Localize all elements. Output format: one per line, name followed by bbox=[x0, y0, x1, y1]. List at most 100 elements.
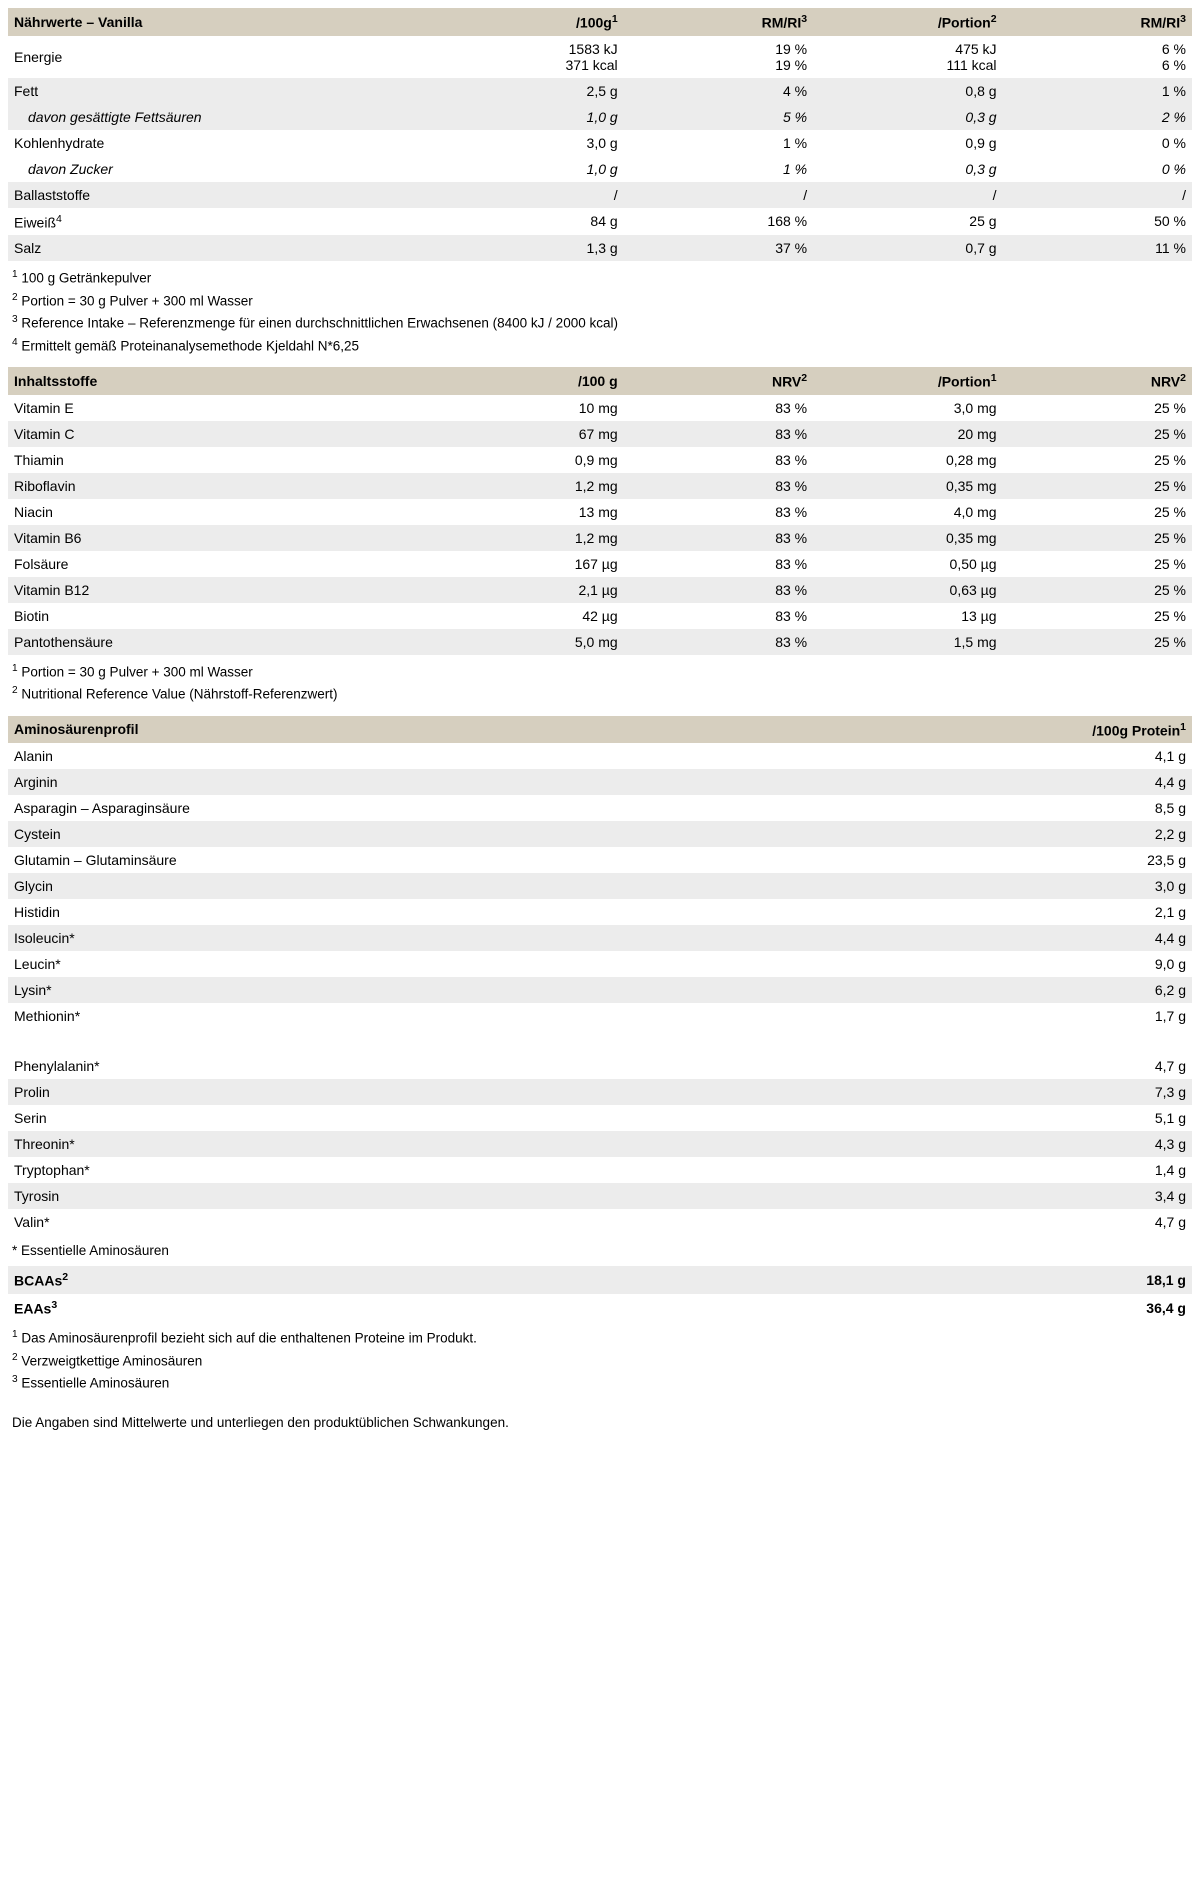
amino-header-row: Aminosäurenprofil/100g Protein1 bbox=[8, 716, 1192, 744]
summary-row: EAAs336,4 g bbox=[8, 1294, 1192, 1322]
table-cell: 167 µg bbox=[434, 551, 623, 577]
table-cell: Energie bbox=[8, 36, 434, 78]
amino-summary-table: BCAAs218,1 gEAAs336,4 g bbox=[8, 1266, 1192, 1321]
table-cell: 2,2 g bbox=[860, 821, 1192, 847]
table-row: Niacin13 mg83 %4,0 mg25 % bbox=[8, 499, 1192, 525]
col-header: NRV2 bbox=[624, 367, 813, 395]
table-cell: Riboflavin bbox=[8, 473, 434, 499]
table-cell: Salz bbox=[8, 235, 434, 261]
table-subrow: davon gesättigte Fettsäuren1,0 g5 %0,3 g… bbox=[8, 104, 1192, 130]
table-cell: 2,1 µg bbox=[434, 577, 623, 603]
table-cell: 168 % bbox=[624, 208, 813, 236]
table-cell: 1 % bbox=[624, 156, 813, 182]
table-cell: BCAAs2 bbox=[8, 1266, 860, 1294]
ingredients-body: Vitamin E10 mg83 %3,0 mg25 %Vitamin C67 … bbox=[8, 395, 1192, 655]
nutrition-table: Nährwerte – Vanilla/100g1RM/RI3/Portion2… bbox=[8, 8, 1192, 261]
table-cell: / bbox=[813, 182, 1002, 208]
table-row: Salz1,3 g37 %0,7 g11 % bbox=[8, 235, 1192, 261]
table-cell: Eiweiß4 bbox=[8, 208, 434, 236]
table-cell: 3,0 g bbox=[434, 130, 623, 156]
table-row: Histidin2,1 g bbox=[8, 899, 1192, 925]
table-cell: 1,2 mg bbox=[434, 473, 623, 499]
table-cell: 1,7 g bbox=[860, 1003, 1192, 1029]
table-row: Serin5,1 g bbox=[8, 1105, 1192, 1131]
table-row: Vitamin E10 mg83 %3,0 mg25 % bbox=[8, 395, 1192, 421]
col-header: NRV2 bbox=[1003, 367, 1192, 395]
col-header: Nährwerte – Vanilla bbox=[8, 8, 434, 36]
table-row: Folsäure167 µg83 %0,50 µg25 % bbox=[8, 551, 1192, 577]
table-cell: 0 % bbox=[1003, 156, 1192, 182]
table-cell: 37 % bbox=[624, 235, 813, 261]
table-cell: 10 mg bbox=[434, 395, 623, 421]
table-cell: Vitamin C bbox=[8, 421, 434, 447]
table-cell: 25 % bbox=[1003, 629, 1192, 655]
table-cell: Vitamin B12 bbox=[8, 577, 434, 603]
table-cell: 83 % bbox=[624, 577, 813, 603]
table-cell: 0,50 µg bbox=[813, 551, 1002, 577]
table-row: Vitamin C67 mg83 %20 mg25 % bbox=[8, 421, 1192, 447]
table-cell: Histidin bbox=[8, 899, 860, 925]
table-cell: Folsäure bbox=[8, 551, 434, 577]
table-cell: 83 % bbox=[624, 525, 813, 551]
table-cell: Cystein bbox=[8, 821, 860, 847]
table-cell: Glycin bbox=[8, 873, 860, 899]
sub-label: davon gesättigte Fettsäuren bbox=[8, 104, 434, 130]
table-cell: 475 kJ111 kcal bbox=[813, 36, 1002, 78]
table-row: Cystein2,2 g bbox=[8, 821, 1192, 847]
table-cell: / bbox=[1003, 182, 1192, 208]
table-cell: 0,63 µg bbox=[813, 577, 1002, 603]
table-cell: 4 % bbox=[624, 78, 813, 104]
table-cell: 13 mg bbox=[434, 499, 623, 525]
table-cell: 83 % bbox=[624, 499, 813, 525]
table-cell: 6,2 g bbox=[860, 977, 1192, 1003]
table-cell: 11 % bbox=[1003, 235, 1192, 261]
table-row: Asparagin – Asparaginsäure8,5 g bbox=[8, 795, 1192, 821]
table-cell: 25 % bbox=[1003, 577, 1192, 603]
table-cell: 0,8 g bbox=[813, 78, 1002, 104]
table-cell: Arginin bbox=[8, 769, 860, 795]
table-cell: 50 % bbox=[1003, 208, 1192, 236]
table-cell: 4,7 g bbox=[860, 1209, 1192, 1235]
ingredients-table: Inhaltsstoffe/100 gNRV2/Portion1NRV2 Vit… bbox=[8, 367, 1192, 655]
table-row: Vitamin B122,1 µg83 %0,63 µg25 % bbox=[8, 577, 1192, 603]
table-row: Isoleucin*4,4 g bbox=[8, 925, 1192, 951]
table-cell: 25 % bbox=[1003, 499, 1192, 525]
table-cell: 0,3 g bbox=[813, 104, 1002, 130]
table-cell: 8,5 g bbox=[860, 795, 1192, 821]
table-row: Kohlenhydrate3,0 g1 %0,9 g0 % bbox=[8, 130, 1192, 156]
table-row: Ballaststoffe//// bbox=[8, 182, 1192, 208]
col-header: /Portion1 bbox=[813, 367, 1002, 395]
nutrition-footnotes: 1 100 g Getränkepulver2 Portion = 30 g P… bbox=[8, 261, 1192, 367]
table-cell: Niacin bbox=[8, 499, 434, 525]
table-cell: 3,4 g bbox=[860, 1183, 1192, 1209]
table-cell: 5,1 g bbox=[860, 1105, 1192, 1131]
table-row: Fett2,5 g4 %0,8 g1 % bbox=[8, 78, 1192, 104]
table-cell: 36,4 g bbox=[860, 1294, 1192, 1322]
table-cell: 83 % bbox=[624, 473, 813, 499]
table-cell: Tyrosin bbox=[8, 1183, 860, 1209]
table-cell: 0,9 mg bbox=[434, 447, 623, 473]
table-cell: Phenylalanin* bbox=[8, 1053, 860, 1079]
table-cell: 25 g bbox=[813, 208, 1002, 236]
table-cell: 83 % bbox=[624, 603, 813, 629]
table-cell: 25 % bbox=[1003, 473, 1192, 499]
table-row: Phenylalanin*4,7 g bbox=[8, 1053, 1192, 1079]
table-cell: 1,4 g bbox=[860, 1157, 1192, 1183]
table-cell: 5,0 mg bbox=[434, 629, 623, 655]
table-cell: 1 % bbox=[1003, 78, 1192, 104]
table-cell: Thiamin bbox=[8, 447, 434, 473]
table-cell: Ballaststoffe bbox=[8, 182, 434, 208]
table-cell: 18,1 g bbox=[860, 1266, 1192, 1294]
amino-summary-body: BCAAs218,1 gEAAs336,4 g bbox=[8, 1266, 1192, 1321]
table-row: Pantothensäure5,0 mg83 %1,5 mg25 % bbox=[8, 629, 1192, 655]
table-cell: 84 g bbox=[434, 208, 623, 236]
table-row: Thiamin0,9 mg83 %0,28 mg25 % bbox=[8, 447, 1192, 473]
table-cell: 83 % bbox=[624, 395, 813, 421]
table-cell: 83 % bbox=[624, 551, 813, 577]
table-row: Vitamin B61,2 mg83 %0,35 mg25 % bbox=[8, 525, 1192, 551]
table-row: Alanin4,1 g bbox=[8, 743, 1192, 769]
table-row: Methionin*1,7 g bbox=[8, 1003, 1192, 1029]
table-cell: Isoleucin* bbox=[8, 925, 860, 951]
table-row: Riboflavin1,2 mg83 %0,35 mg25 % bbox=[8, 473, 1192, 499]
table-cell: Asparagin – Asparaginsäure bbox=[8, 795, 860, 821]
